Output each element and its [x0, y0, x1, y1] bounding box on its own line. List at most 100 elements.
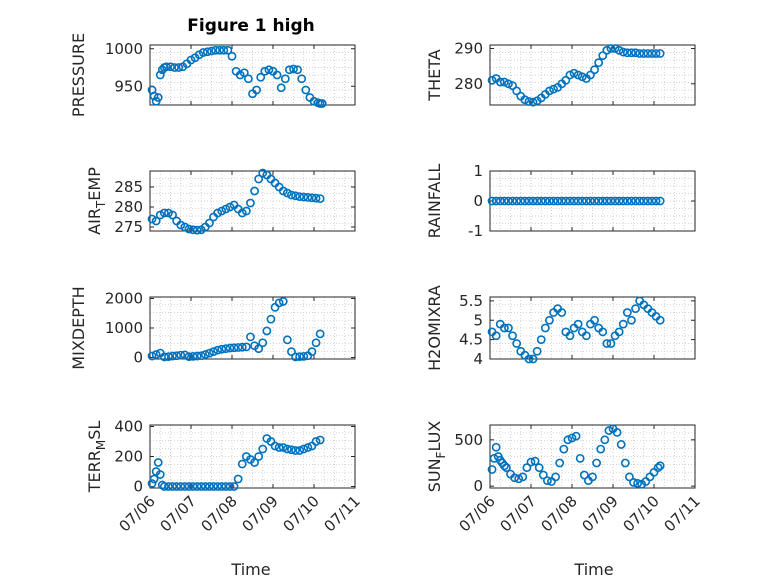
data-point: [205, 482, 214, 491]
data-point: [213, 482, 223, 491]
data-point: [291, 352, 300, 362]
data-point: [291, 191, 300, 201]
ytick-label: 5: [473, 311, 483, 329]
data-point: [499, 323, 509, 333]
data-point: [649, 467, 659, 477]
ytick-label: 0: [473, 477, 483, 495]
subplot-pressure: 950 1000 PRESSURE: [69, 33, 356, 117]
data-point: [282, 444, 292, 454]
data-point: [254, 344, 264, 354]
data-point: [147, 214, 157, 224]
data-point: [246, 332, 255, 342]
data-point: [553, 196, 563, 206]
data-point: [159, 482, 169, 491]
data-point: [645, 472, 655, 482]
data-point: [205, 348, 214, 358]
data-point: [287, 347, 296, 357]
data-point: [528, 354, 538, 364]
data-point: [602, 339, 612, 348]
data-point: [524, 97, 534, 106]
data-point: [225, 482, 235, 491]
data-point: [518, 472, 528, 482]
data-point: [499, 196, 509, 206]
data-point: [200, 482, 210, 491]
data-point: [295, 446, 305, 455]
data-point: [280, 74, 290, 84]
data-point: [270, 302, 280, 312]
data-point: [213, 345, 223, 355]
data-point: [499, 461, 509, 471]
data-point: [217, 206, 227, 216]
data-point: [188, 225, 198, 235]
data-point: [317, 99, 327, 108]
xtick-label: 07/06: [456, 492, 499, 535]
ytick-label: 0: [133, 478, 143, 496]
ytick-label: 5.5: [459, 292, 483, 310]
data-point: [495, 77, 505, 87]
data-point: [250, 458, 259, 467]
ytick-label: 2000: [105, 289, 143, 307]
data-point: [311, 193, 321, 203]
data-point: [618, 196, 628, 206]
data-point: [620, 458, 630, 468]
data-point: [540, 323, 550, 333]
data-point: [639, 49, 649, 58]
ylabel: PRESSURE: [69, 33, 88, 117]
subplot-rainfall: -1 0 1 RAINFALL: [425, 162, 696, 240]
ytick-label: 290: [454, 40, 483, 58]
data-point: [219, 45, 229, 55]
data-point: [590, 65, 599, 75]
data-point: [631, 304, 640, 314]
ytick-label: 0: [473, 192, 483, 210]
data-point: [540, 196, 550, 206]
data-point: [606, 44, 616, 53]
data-point: [205, 218, 214, 228]
data-point: [534, 463, 544, 473]
data-point: [198, 48, 208, 57]
data-point: [237, 208, 247, 218]
data-point: [622, 48, 632, 58]
data-point: [241, 206, 251, 216]
data-point: [651, 49, 661, 58]
xtick-label: 07/08: [198, 492, 241, 535]
data-point: [528, 196, 538, 206]
data-point: [610, 44, 620, 53]
data-point: [635, 49, 645, 58]
data-point: [616, 440, 626, 449]
ytick-label: 1: [473, 162, 483, 180]
data-point: [221, 482, 231, 491]
data-point: [202, 47, 212, 57]
data-point: [151, 216, 161, 226]
data-point: [569, 196, 579, 206]
ytick-label: 950: [114, 77, 143, 95]
xtick-label: 07/11: [661, 492, 704, 535]
data-point: [282, 335, 292, 345]
data-point: [590, 196, 599, 206]
xtick-label: 07/10: [620, 492, 663, 535]
data-point: [184, 224, 194, 234]
data-point: [635, 196, 645, 206]
data-point: [598, 196, 608, 206]
data-point: [545, 196, 554, 206]
xlabel-right: Time: [573, 560, 613, 579]
data-point: [536, 335, 546, 345]
data-point: [655, 315, 665, 325]
data-point: [184, 352, 194, 362]
data-point: [504, 323, 513, 333]
data-point: [565, 196, 575, 206]
data-point: [241, 342, 251, 352]
subplot-mixdepth: 0 1000 2000 MIXDEPTH: [69, 286, 356, 370]
data-point: [614, 327, 624, 337]
data-point: [295, 192, 305, 201]
data-point: [227, 51, 237, 61]
ytick-label: 1000: [105, 40, 143, 58]
data-point: [622, 196, 632, 206]
data-point: [567, 433, 577, 443]
data-point: [315, 329, 325, 339]
axes-frame: [149, 170, 356, 232]
data-point: [631, 196, 640, 206]
data-point: [254, 452, 264, 461]
data-point: [307, 193, 317, 203]
data-point: [520, 95, 530, 105]
